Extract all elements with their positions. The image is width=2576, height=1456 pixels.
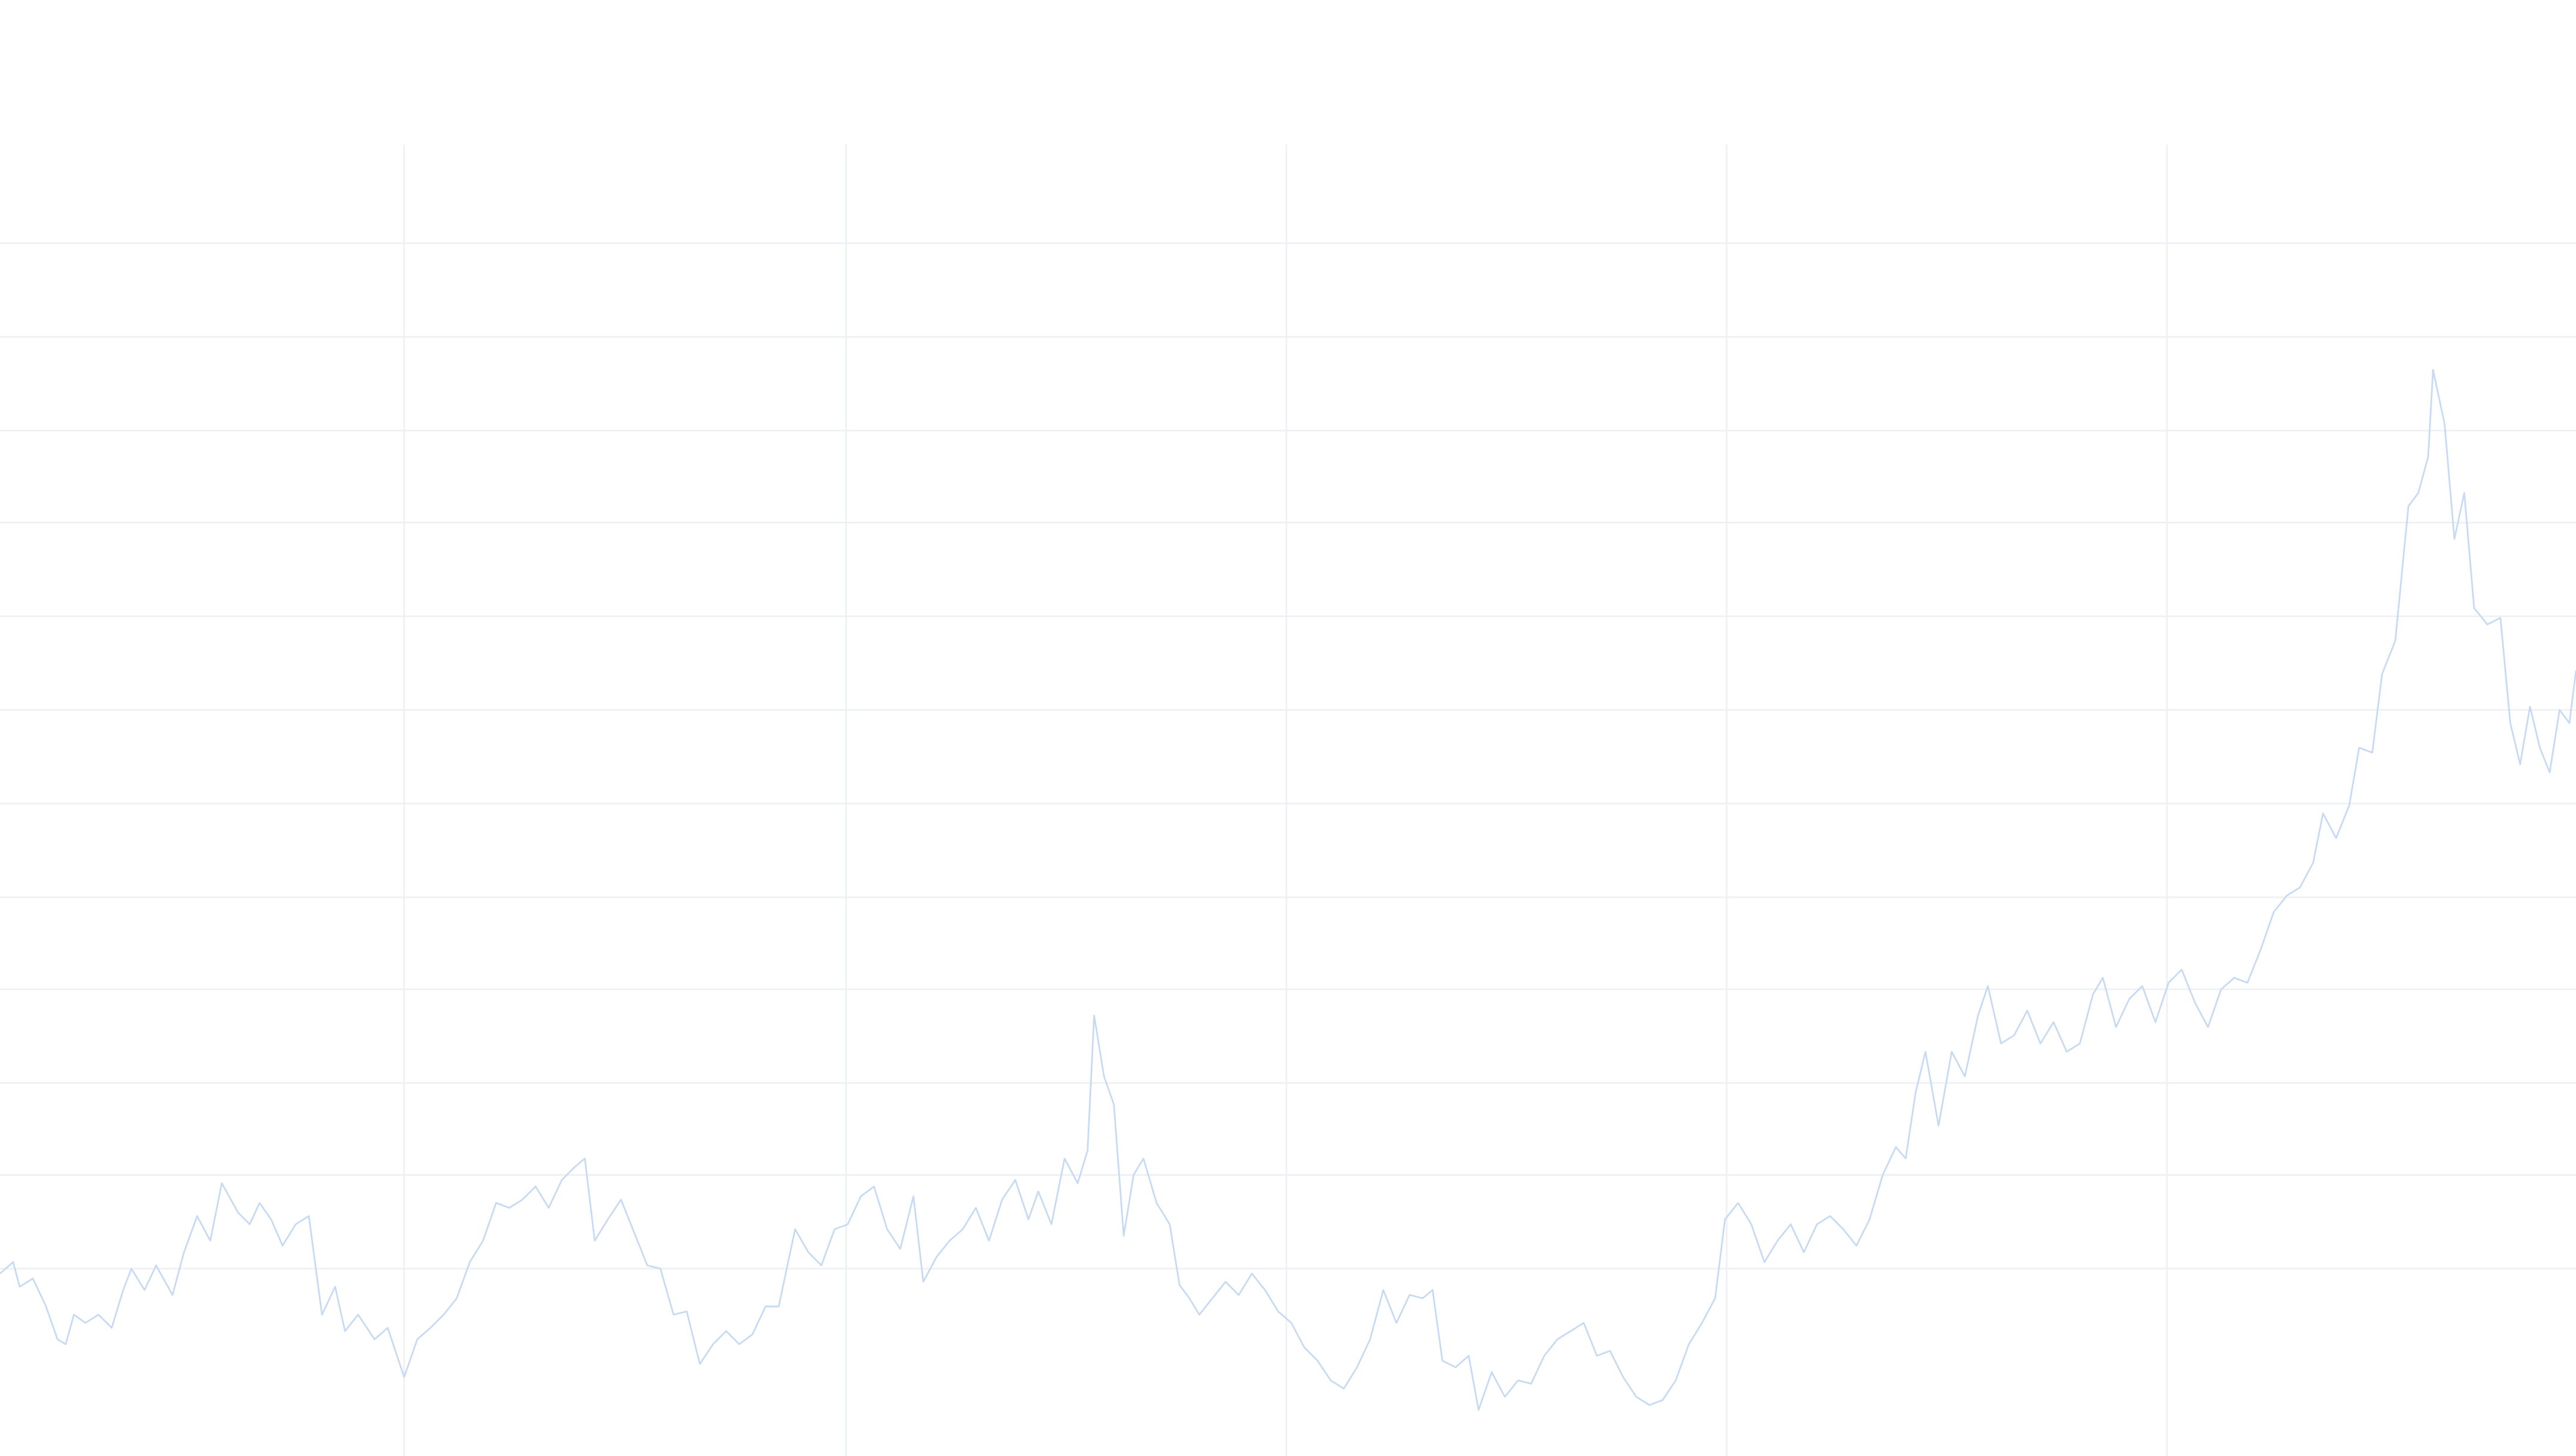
data-line [0,368,2576,1411]
